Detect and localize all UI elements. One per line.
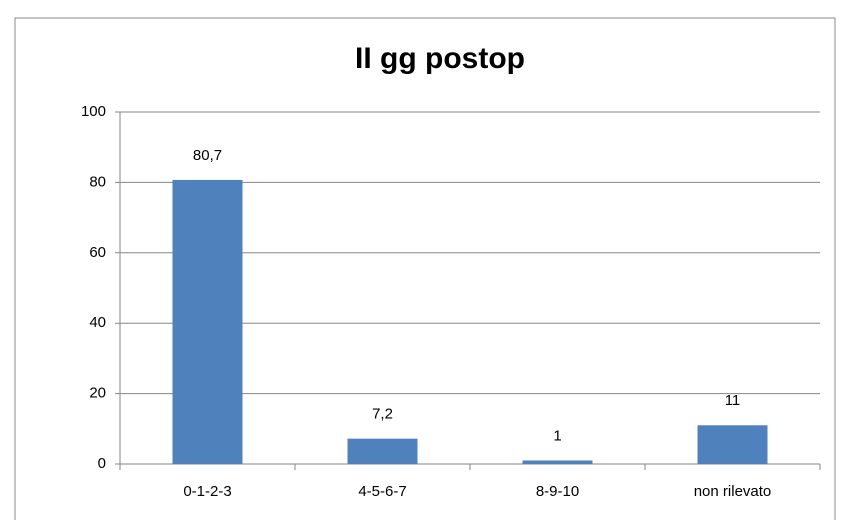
data-label: 7,2 [372,406,393,423]
bar [347,438,418,464]
chart-title: II gg postop [355,42,525,75]
data-label: 1 [553,427,561,444]
y-tick-label: 20 [89,385,106,402]
y-tick-label: 40 [89,314,106,331]
y-tick-label: 0 [98,455,106,472]
x-tick-label: 4-5-6-7 [358,483,406,500]
y-tick-label: 80 [89,173,106,190]
x-tick-label: 8-9-10 [536,483,579,500]
data-label: 11 [725,392,741,409]
bar [172,179,243,464]
bar [697,425,768,464]
bar [522,460,593,464]
y-tick-label: 100 [81,103,106,120]
x-tick-label: 0-1-2-3 [183,483,231,500]
y-tick-label: 60 [89,244,106,261]
x-tick-label: non rilevato [694,483,772,500]
data-label: 80,7 [193,147,222,164]
